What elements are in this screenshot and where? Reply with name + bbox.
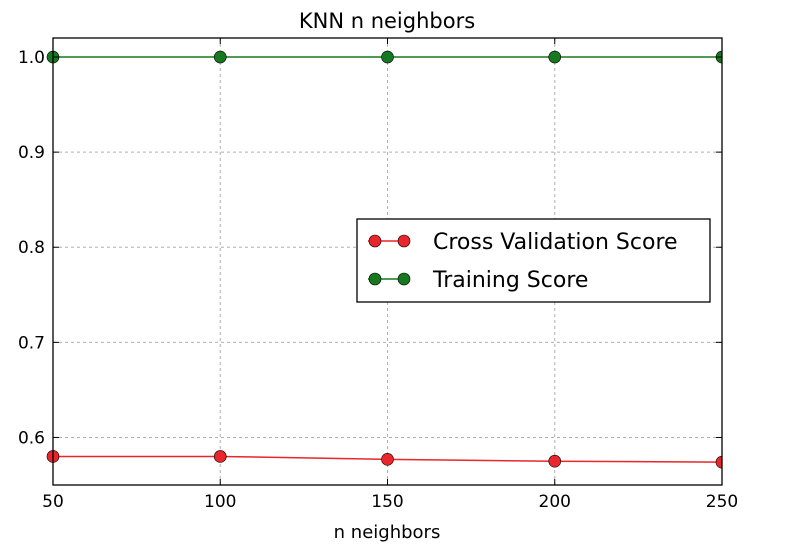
legend-box (356, 218, 711, 303)
legend-marker-cross-validation (397, 234, 411, 248)
legend-marker-cross-validation (368, 234, 382, 248)
data-point-cross-validation-score (381, 453, 394, 466)
data-point-training-score (381, 50, 394, 64)
x-tick-label: 250 (706, 492, 738, 512)
data-point-training-score (548, 50, 562, 64)
y-tick-label: 1.0 (18, 48, 45, 68)
legend-label-training: Training Score (432, 268, 588, 293)
x-axis-label: n neighbors (334, 522, 441, 543)
legend: Cross Validation Score Training Score (356, 218, 711, 303)
data-point-cross-validation-score (715, 455, 722, 469)
ticks: 50 100 150 200 250 0.6 0.7 0.8 0.9 1.0 (18, 38, 738, 512)
chart-title: KNN n neighbors (299, 9, 475, 33)
data-point-training-score (213, 50, 227, 64)
x-tick-label: 150 (371, 492, 403, 512)
x-tick-label: 200 (539, 492, 571, 512)
x-tick-label: 100 (204, 492, 236, 512)
legend-marker-training (397, 272, 411, 286)
y-tick-label: 0.9 (18, 143, 45, 163)
data-point-cross-validation-score (548, 454, 562, 468)
x-tick-label: 50 (42, 492, 64, 512)
y-tick-label: 0.6 (18, 428, 45, 448)
y-tick-label: 0.7 (18, 333, 45, 353)
y-tick-label: 0.8 (18, 238, 45, 258)
legend-label-cross-validation: Cross Validation Score (433, 230, 678, 255)
data-point-cross-validation-score (213, 450, 227, 463)
series-layer (46, 50, 722, 469)
legend-marker-training (368, 272, 382, 286)
